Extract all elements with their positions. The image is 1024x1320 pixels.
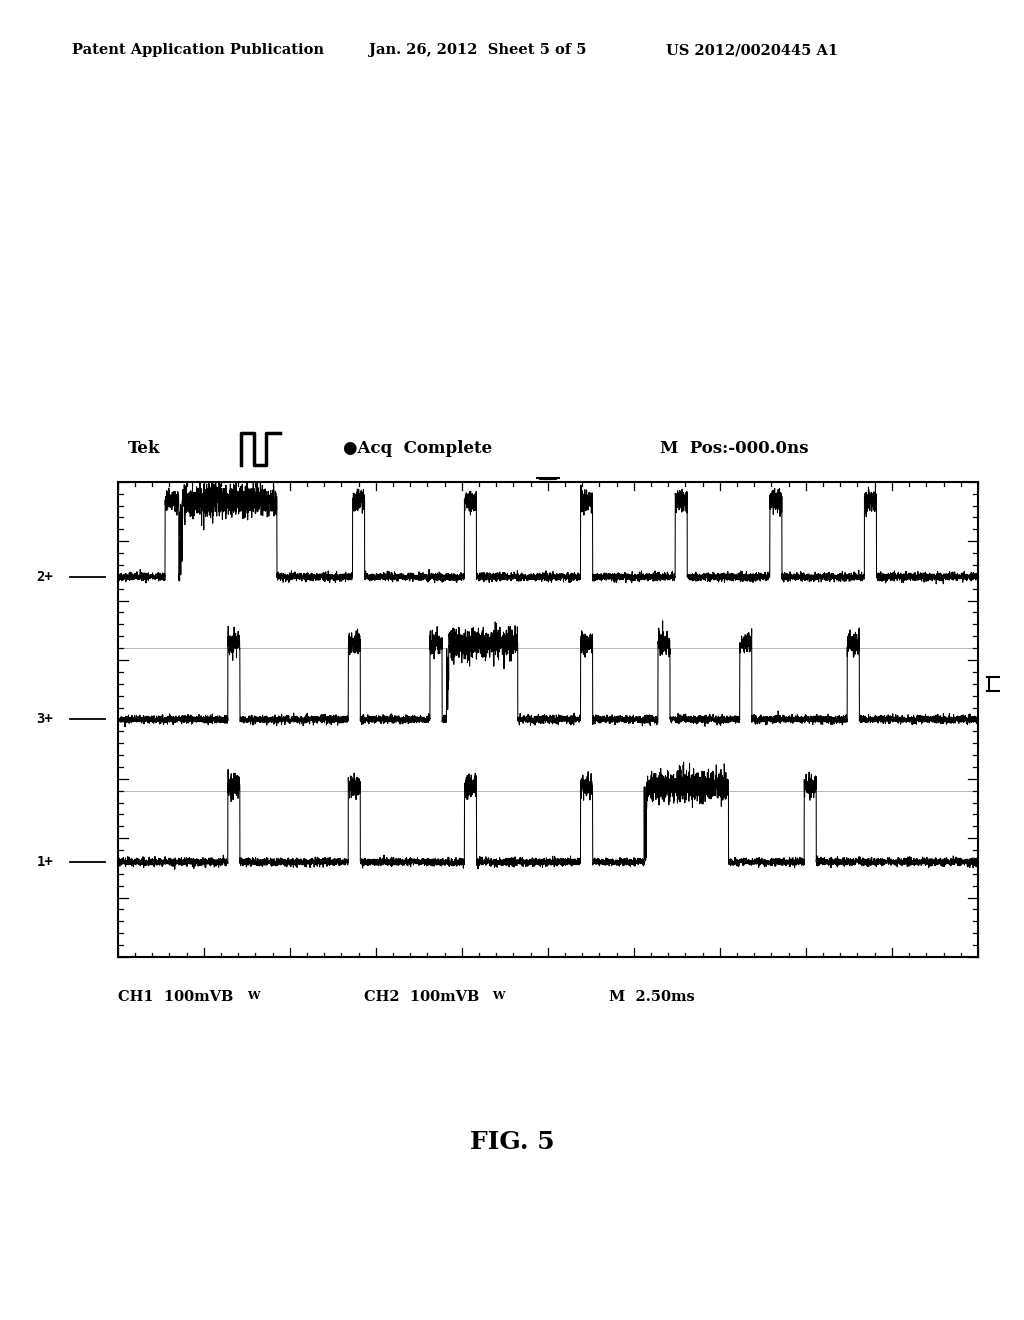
Text: W: W — [493, 990, 505, 1001]
Text: M  Pos:-000.0ns: M Pos:-000.0ns — [660, 441, 809, 457]
Text: W: W — [247, 990, 259, 1001]
Text: FIG. 5: FIG. 5 — [470, 1130, 554, 1154]
Text: M  2.50ms: M 2.50ms — [609, 990, 695, 1005]
Text: ●Acq  Complete: ●Acq Complete — [343, 441, 493, 457]
Text: Jan. 26, 2012  Sheet 5 of 5: Jan. 26, 2012 Sheet 5 of 5 — [369, 44, 586, 57]
Text: US 2012/0020445 A1: US 2012/0020445 A1 — [666, 44, 838, 57]
Text: 3+: 3+ — [37, 713, 53, 726]
Text: Tek: Tek — [128, 441, 161, 457]
Text: 2+: 2+ — [37, 570, 53, 583]
Text: 1+: 1+ — [37, 855, 53, 869]
Text: CH1  100mVB: CH1 100mVB — [118, 990, 233, 1005]
Text: Patent Application Publication: Patent Application Publication — [72, 44, 324, 57]
Text: CH2  100mVB: CH2 100mVB — [364, 990, 479, 1005]
